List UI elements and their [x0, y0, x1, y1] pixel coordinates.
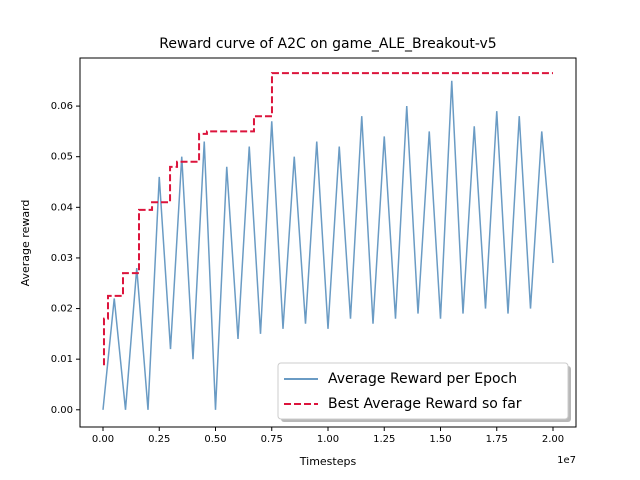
y-tick-label: 0.03	[51, 253, 73, 264]
series-line	[102, 80, 554, 410]
x-tick-label: 0.25	[148, 434, 170, 445]
y-tick-label: 0.04	[51, 202, 73, 213]
plot-frame	[79, 57, 577, 428]
y-axis-label: Average reward	[19, 200, 32, 287]
legend-label: Average Reward per Epoch	[328, 371, 517, 387]
x-tick-label: 1.00	[317, 434, 339, 445]
x-tick-label: 1.25	[373, 434, 395, 445]
y-tick-label: 0.02	[51, 304, 73, 315]
series-line	[102, 72, 554, 366]
y-tick-label: 0.06	[51, 101, 73, 112]
x-tick-label: 1.75	[486, 434, 508, 445]
x-tick-label: 0.00	[92, 434, 114, 445]
x-tick-label: 2.00	[542, 434, 564, 445]
chart-title: Reward curve of A2C on game_ALE_Breakout…	[159, 36, 496, 52]
legend-box	[277, 362, 569, 420]
y-tick-label: 0.00	[51, 405, 73, 416]
x-tick-label: 0.75	[261, 434, 283, 445]
x-offset-label: 1e7	[557, 455, 576, 466]
legend-label: Best Average Reward so far	[328, 396, 522, 412]
x-axis-label: Timesteps	[299, 455, 357, 468]
x-tick-label: 1.50	[429, 434, 451, 445]
y-tick-label: 0.01	[51, 354, 73, 365]
y-tick-label: 0.05	[51, 152, 73, 163]
x-tick-label: 0.50	[204, 434, 226, 445]
